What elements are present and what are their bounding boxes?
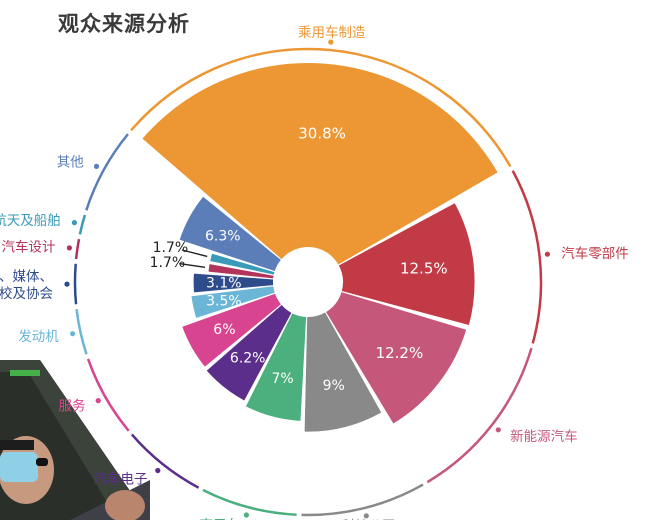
slice-2-category-dot [544,251,551,257]
slice-7-ring-arc [86,358,130,432]
slice-8-ring-arc [75,308,88,355]
slice-1-value-label: 30.8% [298,125,346,143]
slice-7-wedge [182,293,281,367]
slice-9-value-label: 3.1% [206,276,242,292]
slice-4-category-label: 科技公司 [342,519,396,520]
slice-9-category-label: 政府、媒体、院校及协会 [0,269,53,302]
slice-11-category-dot [71,220,77,226]
slice-value-labels: 30.8% 12.5% 12.2% 9% 7% 6.2% 6% 3.5% 3.1% 1.7%1.7… [150,125,448,394]
slice-10-leader-line [179,262,206,268]
slice-2-ring-arc [511,170,543,344]
slice-6-wedge [206,305,292,401]
slice-6-ring-arc [130,433,200,489]
slice-8-wedge [191,286,275,318]
pie-slices [142,62,498,432]
slice-11-ring-arc [78,214,87,235]
outer-ring [73,47,543,517]
slice-6-category-label: 汽车电子 [94,470,148,487]
slice-8-category-label: 发动机 [18,329,59,345]
slice-10-value-label: 1.7% [150,255,186,271]
slice-2-value-label: 12.5% [400,260,448,278]
slice-11-value-label: 1.7% [153,240,189,256]
slice-1-wedge [142,62,498,265]
slice-10-category-dot [66,245,72,251]
slice-5-value-label: 7% [271,371,293,387]
slice-9-category-dot [64,281,70,287]
slice-7-category-label: 服务 [59,399,86,415]
chart-title: 观众来源分析 [58,12,190,36]
slice-1-ring-arc [130,47,512,168]
slice-4-ring-arc [301,483,424,517]
slice-3-category-label: 新能源汽车 [510,428,578,445]
slice-2-wedge [338,203,475,326]
slice-12-category-label: 其他 [57,155,84,171]
category-labels: 乘用车制造汽车零部件新能源汽车科技公司 商用车 汽车电子 服务 发动机 政府、媒体、院校及… [0,24,629,520]
slice-5-category-dot [243,512,249,518]
slice-11-wedge [210,253,275,275]
slice-2-category-label: 汽车零部件 [561,245,629,262]
slice-12-wedge [179,196,281,272]
slice-9-ring-arc [73,263,78,305]
slice-10-wedge [208,264,274,279]
slice-4-wedge [304,312,382,432]
slice-3-wedge [326,292,467,424]
slice-11-category-label: 航空航天及船舶 [0,213,61,229]
slice-10-ring-arc [74,238,81,260]
slice-4-category-dot [363,513,369,519]
slice-5-category-label: 商用车 [199,517,240,520]
slice-12-value-label: 6.3% [205,228,241,244]
slice-12-ring-arc [85,133,129,211]
slice-8-category-dot [70,331,76,337]
slice-11-leader-line [181,249,208,258]
slice-5-ring-arc [202,488,297,516]
slice-6-category-dot [155,467,161,474]
slice-6-value-label: 6.2% [230,351,266,367]
slice-12-category-dot [93,163,100,169]
slice-4-value-label: 9% [323,378,345,394]
slice-8-value-label: 3.5% [206,294,242,310]
slice-5-wedge [245,313,307,421]
slice-3-category-dot [495,427,501,433]
slice-3-value-label: 12.2% [376,344,424,362]
slice-3-ring-arc [426,347,533,484]
slice-10-category-label: 汽车设计 [2,239,56,256]
slice-1-category-label: 乘用车制造 [298,24,366,41]
slice-1-category-dot [328,39,334,45]
slice-9-wedge [193,273,274,293]
slice-7-value-label: 6% [213,322,235,338]
slice-7-category-dot [95,398,101,404]
